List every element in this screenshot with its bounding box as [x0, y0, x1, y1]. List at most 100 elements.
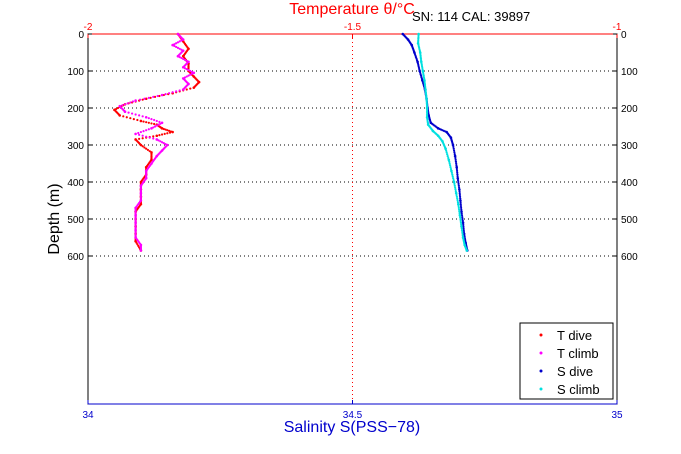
point-s-dive [462, 225, 465, 228]
point-s-dive [459, 204, 463, 208]
point-s-climb [447, 156, 450, 160]
point-t-dive [168, 131, 172, 134]
point-t-climb [156, 94, 159, 98]
point-t-dive [141, 98, 144, 101]
point-s-climb [461, 230, 464, 234]
left-tick-label-1: 100 [67, 67, 84, 78]
point-t-dive [144, 97, 148, 101]
point-t-dive [148, 150, 151, 153]
point-s-climb [448, 160, 451, 163]
point-s-dive [461, 221, 465, 224]
point-t-climb [187, 74, 190, 77]
point-t-climb [147, 117, 150, 120]
left-tick-label-3: 300 [67, 141, 84, 152]
point-s-dive [456, 171, 459, 174]
left-tick-label-5: 500 [67, 215, 84, 226]
point-s-dive [458, 193, 461, 197]
point-s-climb [450, 169, 453, 173]
point-s-climb [425, 113, 429, 116]
point-t-climb [155, 138, 159, 141]
right-tick-label-3: 300 [621, 141, 638, 152]
point-s-climb [457, 204, 460, 208]
point-s-climb [444, 147, 447, 150]
top-tick-label-2: -1 [613, 22, 622, 33]
point-s-dive [454, 158, 457, 161]
chart-title: Temperature θ/°C [289, 1, 415, 18]
bottom-tick-label-1: 34.5 [343, 410, 363, 421]
point-s-dive [459, 197, 462, 200]
point-s-climb [461, 232, 464, 235]
point-s-dive [456, 179, 460, 182]
point-t-dive [143, 146, 146, 149]
left-tick-label-0: 0 [78, 30, 84, 41]
point-s-climb [425, 109, 429, 113]
right-tick-label-1: 100 [621, 67, 638, 78]
point-t-climb [153, 118, 156, 122]
point-s-climb [445, 151, 448, 154]
point-s-dive [462, 223, 465, 226]
point-t-climb [153, 125, 157, 128]
point-t-dive [163, 132, 166, 135]
point-s-dive [458, 192, 461, 195]
point-t-dive [139, 119, 143, 123]
point-s-climb [451, 175, 454, 178]
point-s-climb [452, 179, 455, 182]
point-s-climb [460, 227, 463, 230]
point-t-dive [149, 96, 152, 99]
point-s-climb [452, 177, 455, 180]
legend-label-t-dive: T dive [557, 328, 592, 343]
point-s-climb [459, 217, 462, 221]
point-s-dive [456, 177, 460, 180]
point-t-dive [153, 95, 157, 98]
point-t-dive [147, 121, 150, 124]
point-t-climb [176, 41, 180, 44]
legend-label-s-climb: S climb [557, 382, 600, 397]
series-s-climb [416, 32, 469, 252]
point-t-climb [178, 40, 181, 43]
point-s-climb [453, 182, 456, 185]
point-s-climb [458, 212, 461, 215]
point-t-dive [150, 122, 153, 125]
point-s-dive [459, 203, 462, 206]
point-t-climb [185, 68, 188, 71]
point-s-dive [455, 167, 458, 171]
point-t-climb [175, 42, 178, 45]
point-t-climb [157, 123, 160, 126]
point-t-climb [150, 127, 153, 130]
point-t-dive [153, 122, 156, 126]
point-t-climb [162, 142, 165, 145]
point-s-climb [456, 197, 459, 200]
point-t-dive [116, 106, 120, 110]
point-s-dive [457, 186, 461, 189]
point-t-climb [178, 56, 181, 59]
point-t-climb [181, 66, 185, 69]
point-s-climb [460, 229, 464, 232]
point-s-climb [455, 193, 458, 197]
point-t-climb [168, 92, 171, 95]
point-t-climb [137, 131, 140, 135]
point-s-dive [453, 153, 456, 156]
point-t-climb [159, 140, 162, 143]
point-s-climb [457, 206, 460, 209]
point-t-climb [190, 72, 194, 75]
point-t-climb [158, 120, 161, 123]
point-t-climb [121, 104, 124, 107]
point-t-dive [152, 135, 155, 138]
point-s-dive [457, 184, 460, 187]
point-t-climb [126, 102, 129, 105]
point-s-dive [458, 195, 462, 198]
top-tick-label-0: -2 [84, 22, 93, 33]
point-s-dive [462, 230, 466, 234]
right-tick-label-4: 400 [621, 178, 638, 189]
point-t-climb [152, 137, 155, 140]
point-s-dive [452, 149, 456, 152]
point-t-dive [160, 127, 164, 130]
point-s-climb [461, 234, 464, 237]
point-s-dive [457, 182, 460, 185]
point-s-climb [446, 155, 449, 158]
chart-annotation: SN: 114 CAL: 39897 [412, 9, 530, 24]
point-t-dive [118, 114, 122, 117]
point-t-dive [192, 86, 196, 89]
point-t-dive [139, 143, 143, 147]
